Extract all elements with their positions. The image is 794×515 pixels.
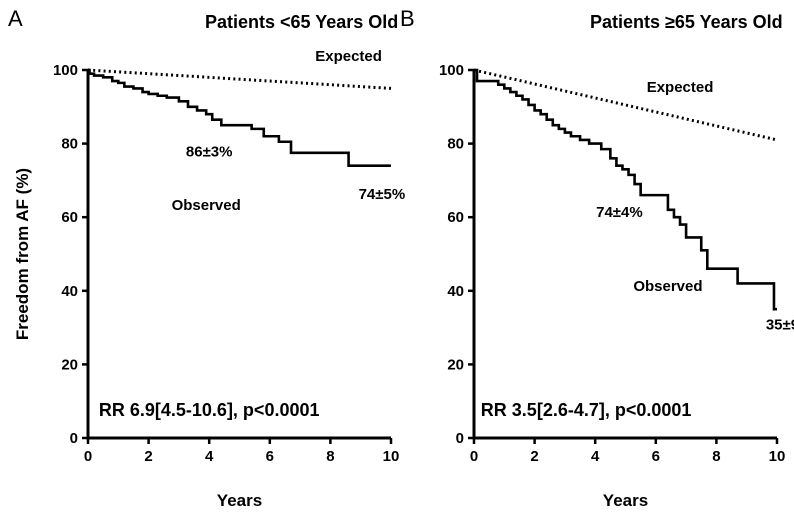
panel-b-x-axis-label: Years [603,491,648,510]
y-tick-label: 0 [70,430,78,447]
y-tick-label: 100 [439,62,464,79]
expected-curve [87,68,392,90]
x-tick-label: 4 [591,448,600,465]
y-tick-label: 40 [61,283,78,300]
y-tick-label: 40 [447,283,464,300]
y-tick-label: 20 [447,356,464,373]
x-tick-label: 0 [84,448,92,465]
y-tick-label: 80 [61,136,78,153]
x-tick-label: 8 [712,448,720,465]
panel-b-letter: B [400,6,415,31]
panel-b: B Patients ≥65 Years Old 0 20 40 60 80 100 0 2 4 6 8… [400,6,794,510]
observed-curve [474,68,777,311]
panel-a-title: Patients <65 Years Old [205,12,398,32]
x-tick-label: 6 [652,448,660,465]
y-tick-label: 100 [53,62,78,79]
x-tick-label: 10 [769,448,786,465]
panel-a: A Patients <65 Years Old 0 20 40 60 80 100 0 2 4 6 8… [8,6,405,510]
x-tick-label: 2 [144,448,152,465]
x-tick-label: 0 [470,448,478,465]
curve-annotation: 86±3% [186,143,233,160]
relative-risk-annotation: RR 3.5[2.6-4.7], p<0.0001 [481,400,692,420]
y-tick-label: 80 [447,136,464,153]
curve-annotation: Observed [172,197,241,214]
panel-a-letter: A [8,6,23,31]
panel-a-x-axis-label: Years [217,491,262,510]
x-tick-label: 6 [266,448,274,465]
expected-curve [473,68,778,142]
relative-risk-annotation: RR 6.9[4.5-10.6], p<0.0001 [99,400,320,420]
curve-annotation: Observed [633,278,702,295]
y-tick-label: 60 [447,209,464,226]
x-tick-label: 8 [326,448,334,465]
x-tick-label: 10 [383,448,400,465]
y-tick-label: 60 [61,209,78,226]
curve-annotation: 74±4% [596,204,643,221]
panel-a-y-axis-label: Freedom from AF (%) [13,168,32,340]
y-tick-label: 0 [456,430,464,447]
observed-curve [88,68,391,167]
panel-b-title: Patients ≥65 Years Old [590,12,783,32]
x-tick-label: 2 [530,448,538,465]
y-tick-label: 20 [61,356,78,373]
curve-annotation: 35±9% [766,316,794,333]
curve-annotation: Expected [647,79,714,96]
curve-annotation: Expected [315,48,382,65]
x-tick-label: 4 [205,448,214,465]
curve-annotation: 74±5% [359,186,406,203]
